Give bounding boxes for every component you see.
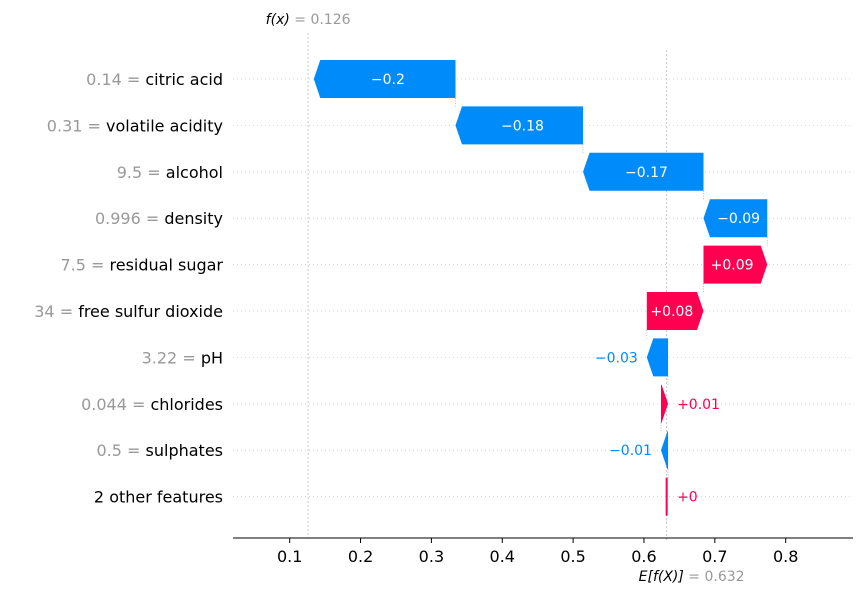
- bar-value-label: −0.01: [609, 443, 652, 459]
- bar-value-label: +0.09: [711, 258, 754, 274]
- x-tick-label: 0.2: [348, 547, 373, 566]
- feature-label: 34 = free sulfur dioxide: [34, 302, 223, 321]
- contribution-bar: [703, 245, 768, 284]
- feature-name: 2 other features: [94, 488, 223, 507]
- feature-value: 0.14 =: [86, 70, 145, 89]
- feature-label: 7.5 = residual sugar: [60, 256, 223, 275]
- base-value-name: E[f(X)]: [639, 569, 684, 585]
- contribution-bar: [646, 292, 704, 330]
- feature-name: density: [164, 209, 223, 228]
- feature-label: 0.996 = density: [95, 209, 223, 228]
- contribution-bar: [455, 106, 584, 145]
- contribution-bar: [703, 199, 768, 238]
- feature-value: 0.996 =: [95, 209, 164, 228]
- feature-value: 0.044 =: [81, 395, 150, 414]
- feature-label: 9.5 = alcohol: [117, 163, 223, 182]
- bar-labels: −0.2 −0.18 −0.17 −0.09 +0.09 +0.08 −0.03 +0.01 −…: [371, 72, 760, 506]
- feature-name: citric acid: [145, 70, 223, 89]
- feature-value: 9.5 =: [117, 163, 166, 182]
- bar-value-label: −0.09: [717, 211, 760, 227]
- feature-name: free sulfur dioxide: [78, 302, 223, 321]
- feature-name: chlorides: [150, 395, 223, 414]
- base-value-label: E[f(X)] = 0.632: [639, 569, 745, 585]
- feature-value: 3.22 =: [142, 348, 201, 367]
- x-tick-label: 0.6: [631, 547, 656, 566]
- feature-value: 7.5 =: [60, 256, 109, 275]
- bar-value-label: −0.03: [595, 350, 638, 366]
- output-value-name: f(x): [266, 12, 290, 28]
- feature-name: residual sugar: [110, 256, 224, 275]
- contribution-bar: [660, 431, 669, 470]
- feature-name: pH: [201, 348, 223, 367]
- x-tick-label: 0.4: [490, 547, 515, 566]
- x-axis: 0.1 0.2 0.3 0.4 0.5 0.6 0.7 0.8: [233, 537, 853, 566]
- feature-value: 0.5 =: [96, 441, 145, 460]
- feature-label: 2 other features: [94, 488, 223, 507]
- contribution-bar: [583, 152, 704, 191]
- feature-label: 0.14 = citric acid: [86, 70, 223, 89]
- bar-value-label: −0.18: [501, 118, 544, 134]
- x-tick-label: 0.3: [419, 547, 444, 566]
- bar-value-label: +0.01: [677, 397, 720, 413]
- contribution-bar: [313, 60, 456, 98]
- feature-value: 0.31 =: [47, 116, 106, 135]
- feature-labels: 0.14 = citric acid 0.31 = volatile acidit…: [34, 70, 223, 507]
- feature-value: 34 =: [34, 302, 78, 321]
- x-tick-label: 0.1: [277, 547, 302, 566]
- bar-value-label: +0: [677, 490, 698, 506]
- bar-value-label: +0.08: [650, 304, 693, 320]
- output-value-label: f(x) = 0.126: [266, 12, 351, 28]
- contribution-bar: [660, 384, 669, 423]
- bar-value-label: −0.17: [625, 165, 668, 181]
- output-value-number: = 0.126: [290, 12, 351, 28]
- base-value-number: = 0.632: [684, 569, 745, 585]
- contribution-bar: [646, 338, 669, 377]
- x-tick-label: 0.7: [702, 547, 727, 566]
- x-tick-label: 0.5: [560, 547, 585, 566]
- feature-name: sulphates: [146, 441, 223, 460]
- x-tick-label: 0.8: [773, 547, 798, 566]
- feature-label: 3.22 = pH: [142, 348, 223, 367]
- contribution-bars: [313, 60, 768, 516]
- feature-name: volatile acidity: [106, 116, 223, 135]
- feature-label: 0.5 = sulphates: [96, 441, 223, 460]
- bar-value-label: −0.2: [371, 72, 405, 88]
- feature-label: 0.044 = chlorides: [81, 395, 223, 414]
- feature-name: alcohol: [166, 163, 223, 182]
- feature-label: 0.31 = volatile acidity: [47, 116, 223, 135]
